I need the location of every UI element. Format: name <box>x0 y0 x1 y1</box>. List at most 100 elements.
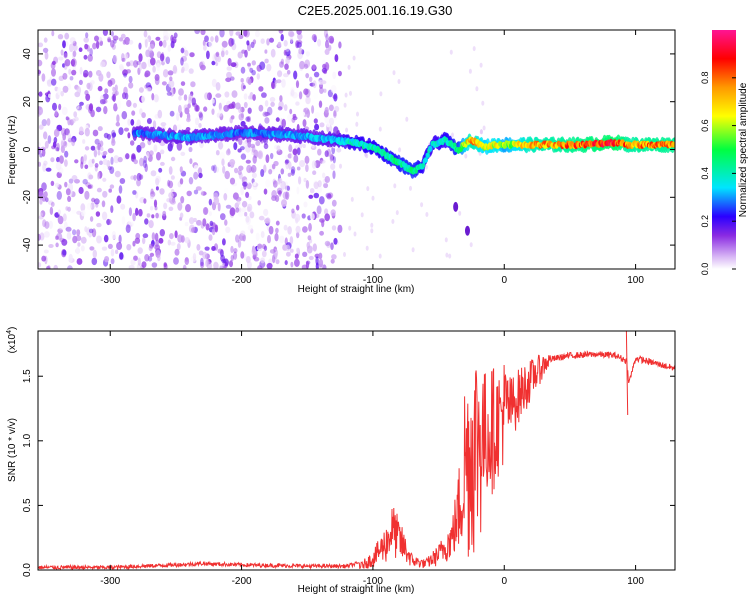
noise-speck <box>289 108 293 115</box>
noise-speck <box>38 70 42 75</box>
colorbar-tick-label: 0.2 <box>700 215 710 228</box>
noise-speck <box>149 193 154 200</box>
noise-speck <box>57 34 64 40</box>
noise-speck <box>237 169 242 176</box>
noise-speck <box>214 166 220 173</box>
noise-speck <box>117 156 123 163</box>
noise-speck <box>86 82 91 90</box>
noise-speck <box>184 257 190 265</box>
noise-speck <box>176 124 182 131</box>
noise-speck <box>99 146 104 152</box>
noise-speck <box>230 245 234 254</box>
noise-speck <box>111 132 117 138</box>
noise-speck <box>67 265 73 269</box>
noise-speck <box>229 159 236 166</box>
noise-speck <box>153 144 158 153</box>
noise-speck <box>63 221 68 230</box>
colorbar: 0.0 0.2 0.4 0.6 0.8 Normalized spectral ampl… <box>700 30 749 275</box>
noise-speck <box>55 161 62 171</box>
noise-speck <box>268 225 274 235</box>
noise-speck <box>159 53 165 62</box>
noise-speck <box>71 138 76 147</box>
noise-speck <box>76 86 82 95</box>
noise-speck <box>179 178 184 185</box>
noise-speck <box>206 50 210 60</box>
noise-speck <box>153 103 158 110</box>
noise-speck <box>275 220 280 226</box>
noise-speck <box>258 104 264 112</box>
noise-speck <box>317 38 322 47</box>
noise-speck <box>222 165 226 174</box>
noise-speck <box>169 76 173 82</box>
y-tick-label: 1.5 <box>22 369 33 383</box>
noise-speck <box>283 73 289 78</box>
noise-speck <box>297 33 303 40</box>
noise-speck <box>146 151 150 159</box>
noise-speck <box>46 266 51 269</box>
noise-speck <box>110 40 115 48</box>
colorbar-label: Normalized spectral amplitude <box>738 82 749 217</box>
noise-speck <box>125 153 130 160</box>
noise-speck <box>38 262 42 268</box>
noise-speck <box>166 198 172 203</box>
noise-speck <box>293 154 299 163</box>
noise-speck <box>151 214 155 219</box>
noise-speck <box>62 213 67 222</box>
noise-speck <box>405 116 409 122</box>
noise-speck <box>96 144 101 151</box>
noise-speck <box>313 71 320 78</box>
noise-speck <box>119 252 124 260</box>
noise-speck <box>138 42 142 50</box>
noise-speck <box>149 206 154 211</box>
noise-speck <box>220 213 226 221</box>
noise-speck <box>225 77 232 83</box>
noise-speck <box>142 237 146 245</box>
noise-speck <box>95 40 100 50</box>
x-tick-label: -200 <box>232 576 252 587</box>
noise-speck <box>43 160 48 166</box>
noise-speck <box>288 161 292 170</box>
noise-speck <box>314 111 321 119</box>
noise-speck <box>65 188 71 196</box>
noise-speck <box>245 191 250 198</box>
noise-speck <box>411 247 415 253</box>
noise-speck <box>229 30 234 37</box>
noise-speck <box>326 242 331 248</box>
x-tick-label: -200 <box>232 275 252 286</box>
noise-speck <box>118 234 122 244</box>
noise-speck <box>328 104 334 112</box>
noise-speck <box>84 124 89 132</box>
colorbar-ticks: 0.0 0.2 0.4 0.6 0.8 <box>700 72 736 275</box>
noise-speck <box>133 255 138 261</box>
noise-speck <box>397 79 401 84</box>
noise-speck <box>234 167 239 174</box>
noise-speck <box>123 72 127 78</box>
noise-speck <box>76 229 81 236</box>
noise-speck <box>139 108 143 115</box>
noise-speck <box>187 103 191 109</box>
noise-speck <box>92 42 97 50</box>
noise-speck <box>46 79 53 87</box>
noise-speck <box>130 140 135 146</box>
noise-speck <box>48 93 52 99</box>
noise-speck <box>330 258 335 264</box>
noise-speck <box>296 41 302 48</box>
noise-speck <box>228 37 234 47</box>
noise-speck <box>392 70 396 76</box>
noise-speck <box>154 232 159 242</box>
noise-speck <box>398 147 402 153</box>
noise-speck <box>91 158 95 164</box>
noise-speck <box>196 204 201 213</box>
noise-speck <box>321 160 326 167</box>
noise-speck <box>97 85 103 92</box>
noise-speck <box>90 145 96 151</box>
y-tick-label: 0.5 <box>22 498 33 512</box>
noise-speck <box>333 237 338 245</box>
noise-speck <box>44 140 49 149</box>
y-tick-label: -20 <box>22 190 33 205</box>
noise-speck <box>444 237 448 243</box>
noise-speck <box>306 241 311 249</box>
noise-speck <box>308 222 312 232</box>
noise-speck <box>179 166 183 173</box>
x-tick-label: 0 <box>501 576 507 587</box>
